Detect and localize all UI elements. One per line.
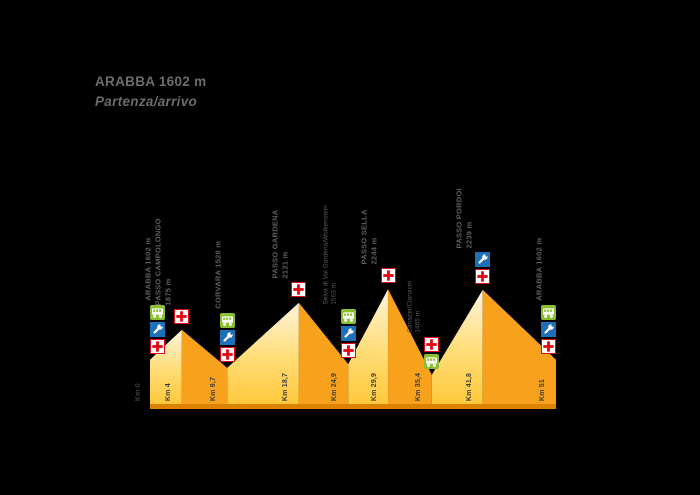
waypoint-name: PASSO PORDOI [454, 187, 464, 248]
service-icon-stack [150, 305, 165, 354]
service-icon-stack [220, 313, 235, 362]
service-icon-stack [291, 282, 306, 297]
chart-title: ARABBA 1602 m Partenza/arrivo [95, 72, 206, 113]
km-label: Km 9,7 [209, 376, 217, 401]
mechanical-assistance-icon [475, 252, 490, 267]
descent-face [181, 329, 228, 404]
mechanical-assistance-icon [541, 322, 556, 337]
climb-face [227, 302, 299, 404]
waypoint-elevation: 2239 m [464, 221, 474, 248]
first-aid-icon [541, 339, 556, 354]
first-aid-icon [475, 269, 490, 284]
km-label: Km 24,9 [330, 372, 338, 401]
waypoint-name: ARABBA 1602 m [534, 238, 544, 301]
waypoint-elevation: 2121 m [280, 251, 290, 278]
waypoint-elevation: 2244 m [369, 237, 379, 264]
waypoint-label: ARABBA 1602 m [534, 238, 544, 301]
service-icon-stack [424, 337, 439, 369]
first-aid-icon [291, 282, 306, 297]
service-icon-stack [475, 252, 490, 284]
waypoint-label: Canazei/Cianacei 1465 m [406, 281, 423, 333]
shuttle-bus-icon [341, 309, 356, 324]
shuttle-bus-icon [220, 313, 235, 328]
km-label: Km 35,4 [414, 372, 422, 401]
km-label: Km 0 [134, 383, 142, 401]
km-label: Km 4 [164, 383, 172, 401]
waypoint-label: Selva di Val Gardena/Wolkenstein 1563 m [322, 205, 339, 305]
descent-face [388, 289, 432, 404]
first-aid-icon [341, 343, 356, 358]
first-aid-icon [424, 337, 439, 352]
km-label: Km 29,9 [370, 372, 378, 401]
shuttle-bus-icon [424, 354, 439, 369]
start-finish-subtitle: Partenza/arrivo [95, 94, 198, 110]
service-icon-stack [541, 305, 556, 354]
km-label: Km 41,8 [465, 372, 473, 401]
km-label: Km 51 [538, 378, 546, 401]
service-icon-stack [381, 268, 396, 283]
km-label: Km 18,7 [281, 372, 289, 401]
waypoint-elevation: 1465 m [414, 311, 422, 333]
shuttle-bus-icon [541, 305, 556, 320]
waypoint-label: PASSO GARDENA 2121 m [271, 209, 291, 278]
first-aid-icon [174, 309, 189, 324]
waypoint-label: PASSO PORDOI 2239 m [455, 188, 475, 248]
waypoint-label: PASSO CAMPOLONGO 1875 m [154, 218, 174, 305]
waypoint-name: Selva di Val Gardena/Wolkenstein [322, 205, 330, 305]
descent-face [298, 302, 349, 404]
service-icon-stack [341, 309, 356, 358]
waypoint-name: PASSO CAMPOLONGO [153, 217, 163, 305]
waypoint-name: Canazei/Cianacei [406, 281, 414, 333]
mechanical-assistance-icon [220, 330, 235, 345]
start-finish-title: ARABBA 1602 m [95, 74, 207, 89]
waypoint-name: ARABBA 1602 m [143, 238, 153, 301]
first-aid-icon [150, 339, 165, 354]
waypoint-label: CORVARA 1528 m [213, 241, 223, 309]
service-icon-stack [174, 309, 189, 324]
climb-face [348, 289, 389, 404]
waypoint-label: ARABBA 1602 m [143, 238, 153, 301]
mechanical-assistance-icon [150, 322, 165, 337]
first-aid-icon [381, 268, 396, 283]
waypoint-elevation: 1875 m [163, 278, 173, 305]
baseline-band [150, 404, 556, 409]
waypoint-name: CORVARA 1528 m [213, 241, 223, 309]
waypoint-name: PASSO GARDENA [270, 209, 280, 278]
descent-face [482, 289, 556, 404]
waypoint-label: PASSO SELLA 2244 m [360, 209, 380, 264]
climb-face [431, 289, 483, 404]
shuttle-bus-icon [150, 305, 165, 320]
waypoint-elevation: 1563 m [330, 283, 338, 305]
first-aid-icon [220, 347, 235, 362]
waypoint-name: PASSO SELLA [359, 208, 369, 264]
mechanical-assistance-icon [341, 326, 356, 341]
climb-face [150, 329, 182, 404]
